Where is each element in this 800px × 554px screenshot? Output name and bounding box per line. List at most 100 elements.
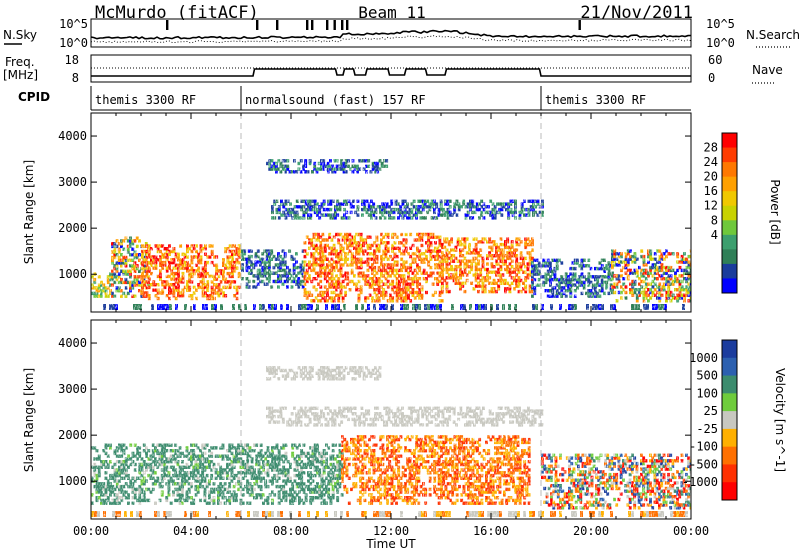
echo-cell [122,449,126,453]
echo-cell [185,490,189,494]
echo-cell [341,468,344,472]
echo-cell [395,254,399,259]
echo-cell [468,270,471,274]
echo-cell [302,164,305,168]
echo-cell [615,257,619,261]
echo-cell [342,164,346,168]
echo-cell [392,210,396,215]
echo-cell [391,285,395,289]
echo-cell [382,252,386,256]
echo-cell [203,465,207,469]
echo-cell [341,440,344,445]
echo-cell [381,451,385,456]
echo-cell [343,216,346,220]
echo-cell [336,476,340,480]
echo-cell [638,277,641,281]
echo-cell [647,274,650,278]
echo-cell [133,493,137,497]
echo-cell [124,272,128,276]
echo-cell [466,210,470,215]
echo-cell [330,282,334,286]
echo-cell [441,270,444,274]
echo-cell [475,202,479,206]
echo-cell [289,207,292,212]
echo-cell [328,268,332,273]
echo-cell [168,296,171,301]
echo-cell [671,252,675,256]
echo-cell [176,462,180,467]
echo-cell [440,257,444,261]
echo-cell [131,258,135,262]
echo-cell [356,449,360,453]
echo-cell [215,266,219,270]
echo-cell [235,446,238,450]
echo-cell [528,251,532,255]
echo-cell [393,274,397,278]
echo-cell [465,251,469,255]
echo-cell [617,263,621,267]
echo-cell [328,263,332,267]
echo-cell [532,213,535,217]
echo-cell [265,249,269,253]
echo-cell [370,451,374,456]
echo-cell [253,443,256,447]
echo-cell [479,273,483,277]
echo-cell [288,277,292,281]
echo-cell [367,205,371,209]
echo-cell [312,265,316,270]
echo-cell [350,451,353,456]
echo-cell [326,271,329,275]
echo-cell [356,471,360,475]
echo-cell [501,262,505,266]
echo-cell [237,252,241,256]
echo-cell [607,272,611,276]
echo-cell [635,288,639,292]
echo-cell [196,465,200,469]
echo-cell [271,462,274,467]
echo-cell [304,164,308,168]
echo-cell [318,487,322,492]
echo-cell [437,213,441,217]
echo-cell [322,199,326,203]
echo-cell [483,237,487,241]
echo-cell [170,260,174,265]
echo-cell [181,277,185,281]
echo-cell [300,205,304,209]
echo-cell [346,277,350,281]
ground-scatter-cell [151,304,154,310]
echo-cell [488,240,492,244]
echo-cell [165,496,169,500]
echo-cell [115,289,119,293]
echo-cell [322,493,326,497]
echo-cell [332,290,336,295]
echo-cell [326,257,329,261]
echo-cell [624,296,628,300]
echo-cell [499,248,503,252]
echo-cell [302,213,306,217]
echo-cell [573,261,577,265]
echo-cell [674,274,677,278]
echo-cell [295,260,298,264]
echo-cell [115,286,119,290]
echo-cell [497,262,501,266]
echo-cell [201,476,205,480]
echo-cell [334,457,337,461]
ground-scatter-cell [343,304,346,310]
echo-cell [289,462,292,467]
echo-cell [347,449,351,453]
echo-cell [463,245,467,250]
echo-cell [136,487,139,492]
echo-cell [429,252,433,256]
ground-scatter-cell [214,304,217,310]
echo-cell [140,498,144,503]
echo-cell [344,238,347,242]
echo-cell [337,268,341,273]
echo-cell [366,257,370,261]
echo-cell [254,252,258,256]
echo-cell [374,457,378,461]
echo-cell [192,454,196,458]
echo-cell [199,484,202,489]
echo-cell [327,471,331,475]
echo-cell [669,274,673,278]
echo-cell [286,159,290,163]
